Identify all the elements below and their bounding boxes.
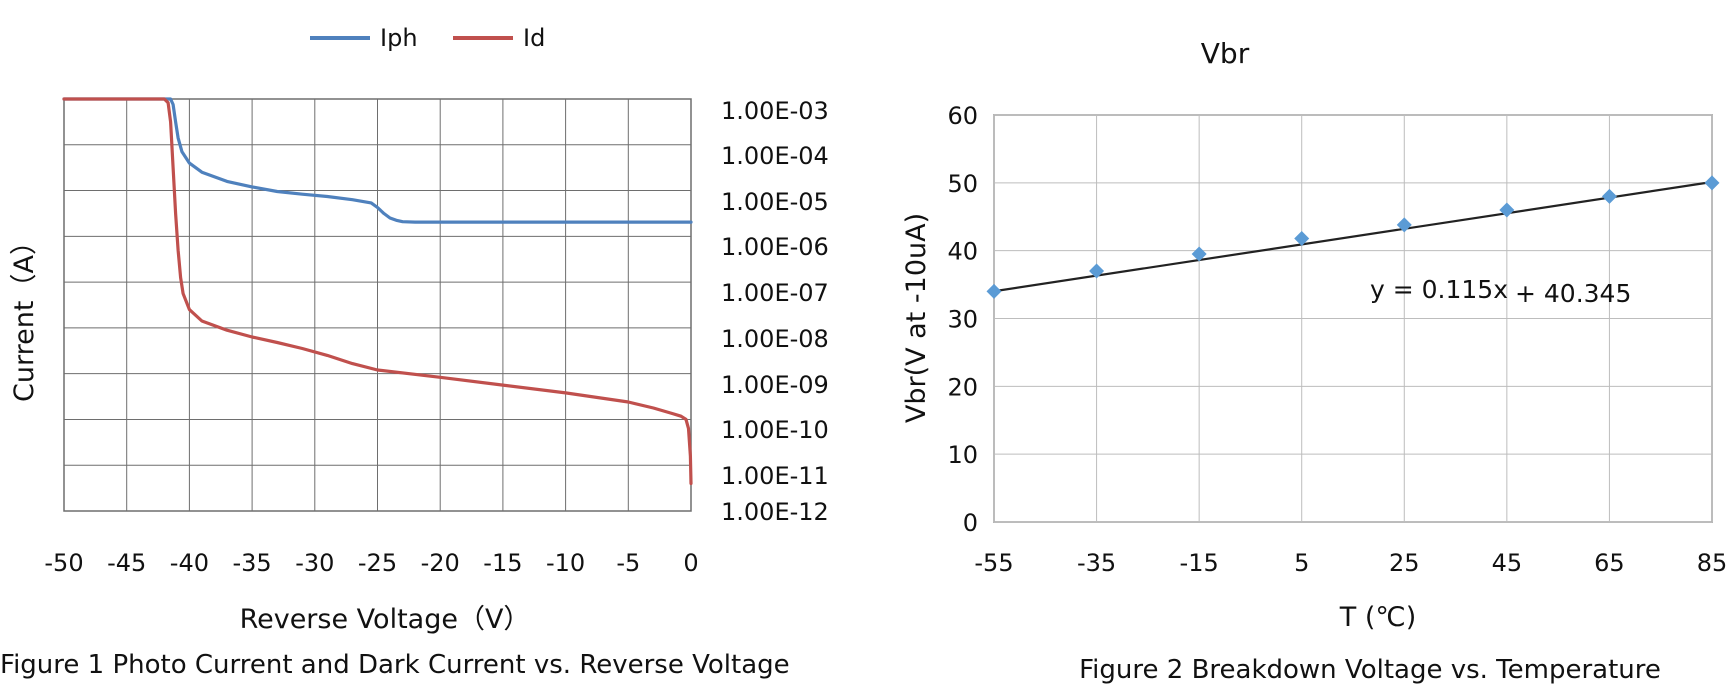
figure-1-y-tick-label: 1.00E-05 (721, 188, 829, 216)
figure-1-gridlines (63, 98, 692, 512)
figure-2-data-points (986, 175, 1720, 299)
figure-1-legend: Iph Id (310, 24, 545, 52)
figure-1-x-tick-label: -10 (546, 549, 585, 577)
figure-1-x-tick-label: -30 (295, 549, 334, 577)
figure-2-x-axis-title: T (℃) (1339, 602, 1416, 633)
figure-2-trendline-group (993, 180, 1713, 293)
figure-1-plot-area (62, 97, 693, 512)
figure-2-y-tick-label: 30 (947, 306, 978, 334)
figure-1-y-tick-label: 1.00E-04 (721, 142, 829, 170)
figure-2-chart: Vbr y = 0.115x + 40.345 -55 -35 -15 5 25 45 65… (901, 37, 1727, 685)
figure-2-data-point (1601, 188, 1617, 204)
figure-2-title: Vbr (1201, 37, 1250, 70)
figure-1-caption: Figure 1 Photo Current and Dark Current … (0, 650, 790, 680)
figure-2-y-tick-label: 40 (947, 238, 978, 266)
figure-2-x-tick-label: 85 (1697, 549, 1728, 577)
figure-1-y-axis-title: Current（A） (9, 228, 40, 402)
figure-1-x-tick-label: 0 (683, 549, 698, 577)
figure-1-y-tick-label: 1.00E-08 (721, 325, 829, 353)
figure-2-data-point (986, 283, 1002, 299)
figure-2-data-point (1499, 202, 1515, 218)
figure-2-x-tick-label: -35 (1077, 549, 1116, 577)
series-line-id (62, 97, 693, 486)
figure-2-x-tick-label: -55 (974, 549, 1013, 577)
figure-1-x-tick-label: -50 (44, 549, 83, 577)
figure-2-x-tick-label: 45 (1492, 549, 1523, 577)
figure-1-y-tick-label: 1.00E-07 (721, 279, 829, 307)
figure-2-data-point (1396, 217, 1412, 233)
figure-2-y-tick-label: 20 (947, 373, 978, 401)
figure-2-gridlines (993, 114, 1713, 523)
figure-1-x-tick-label: -45 (107, 549, 146, 577)
figure-2-trendline-equation-part2: + 40.345 (1515, 279, 1631, 308)
figure-1-x-tick-label: -20 (421, 549, 460, 577)
figure-1-y-tick-label: 1.00E-12 (721, 498, 829, 526)
figure-2-y-tick-label: 10 (947, 441, 978, 469)
legend-label-id: Id (523, 24, 545, 52)
series-line-iph (62, 97, 693, 224)
figure-2-x-tick-label: 65 (1594, 549, 1625, 577)
figure-2-data-point (1089, 263, 1105, 279)
figure-2-trendline (993, 180, 1713, 293)
figure-2-y-tick-label: 60 (947, 102, 978, 130)
figure-2-x-tick-label: -15 (1180, 549, 1219, 577)
figure-2-caption: Figure 2 Breakdown Voltage vs. Temperatu… (1079, 655, 1661, 685)
figure-2-x-tick-label: 25 (1389, 549, 1420, 577)
figure-1-x-tick-labels: -50 -45 -40 -35 -30 -25 -20 -15 -10 -5 0 (44, 549, 698, 577)
figure-1-y-tick-label: 1.00E-09 (721, 371, 829, 399)
figure-2-x-tick-label: 5 (1294, 549, 1309, 577)
figure-2-data-point (1704, 175, 1720, 191)
figure-1-x-tick-label: -40 (170, 549, 209, 577)
figure-1-y-tick-labels: 1.00E-03 1.00E-04 1.00E-05 1.00E-06 1.00E-07… (721, 97, 829, 526)
figure-1-x-tick-label: -35 (232, 549, 271, 577)
figure-2-data-point (1294, 230, 1310, 246)
figure-2-data-point (1191, 246, 1207, 262)
figure-1-x-tick-label: -25 (358, 549, 397, 577)
figure-1-y-tick-label: 1.00E-03 (721, 97, 829, 125)
figure-1-x-axis-title: Reverse Voltage（V） (240, 604, 531, 635)
figure-2-y-tick-label: 50 (947, 170, 978, 198)
figure-1-x-tick-label: -15 (483, 549, 522, 577)
figure-2-y-tick-labels: 0 10 20 30 40 50 60 (947, 102, 978, 537)
figure-1-series (62, 97, 693, 486)
figure-2-y-tick-label: 0 (963, 509, 978, 537)
figure-1-x-tick-label: -5 (616, 549, 640, 577)
figure-1-chart: Iph Id -50 -45 -40 -35 -30 -25 -20 -15 -10 -5 0 1.… (0, 24, 829, 680)
figure-1-y-tick-label: 1.00E-06 (721, 233, 829, 261)
figure-1-y-tick-label: 1.00E-11 (721, 462, 829, 490)
figure-2-x-tick-labels: -55 -35 -15 5 25 45 65 85 (974, 549, 1727, 577)
legend-label-iph: Iph (380, 24, 418, 52)
figure-2-plot-area: y = 0.115x + 40.345 (986, 114, 1720, 523)
figure-2-trendline-equation-part1: y = 0.115x (1370, 275, 1508, 304)
figure-1-y-tick-label: 1.00E-10 (721, 416, 829, 444)
figure-2-y-axis-title: Vbr(V at -10uA) (901, 213, 932, 423)
